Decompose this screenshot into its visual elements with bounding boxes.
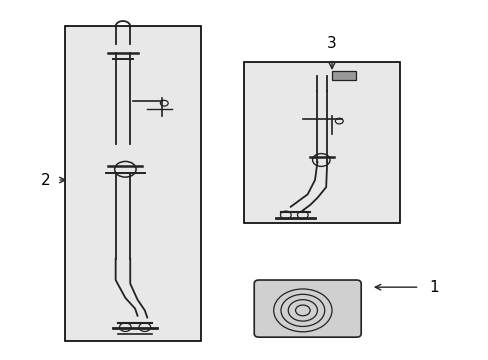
Text: 3: 3 (326, 36, 336, 51)
Text: 2: 2 (41, 172, 50, 188)
Bar (244, 62, 399, 223)
Bar (331, 71, 356, 80)
Text: 1: 1 (428, 280, 438, 295)
FancyBboxPatch shape (254, 280, 361, 337)
Bar (64, 26, 201, 341)
